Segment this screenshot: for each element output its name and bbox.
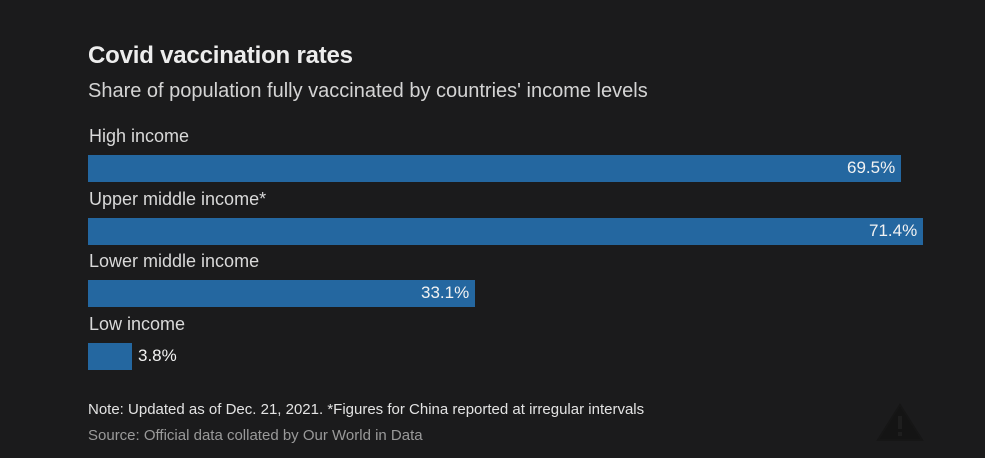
chart-title: Covid vaccination rates [88, 42, 353, 69]
value-label-low-income: 3.8% [138, 346, 177, 365]
category-label-low-income: Low income [89, 314, 186, 334]
bar-row-upper-middle-income: Upper middle income* 71.4% [88, 187, 938, 249]
value-label-lower-middle-income: 33.1% [421, 283, 470, 302]
category-label-upper-middle-income: Upper middle income* [89, 189, 267, 209]
category-label-lower-middle-income: Lower middle income [89, 251, 260, 271]
chart-source: Source: Official data collated by Our Wo… [88, 427, 423, 444]
bar-low-income [88, 343, 132, 370]
bar-row-high-income: High income 69.5% [88, 124, 938, 186]
value-label-high-income: 69.5% [847, 158, 896, 177]
bar-upper-middle-income [88, 218, 923, 245]
category-label-high-income: High income [89, 126, 190, 146]
bar-chart: High income 69.5% Upper middle income* 71.4… [88, 124, 938, 374]
bar-row-low-income: Low income 3.8% [88, 312, 938, 374]
chart-note: Note: Updated as of Dec. 21, 2021. *Figu… [88, 401, 645, 418]
bar-lower-middle-income [88, 280, 475, 307]
chart-subtitle: Share of population fully vaccinated by … [88, 80, 648, 102]
bar-high-income [88, 155, 901, 182]
warning-triangle-icon [876, 403, 924, 441]
bar-row-lower-middle-income: Lower middle income 33.1% [88, 249, 938, 311]
value-label-upper-middle-income: 71.4% [869, 221, 918, 240]
